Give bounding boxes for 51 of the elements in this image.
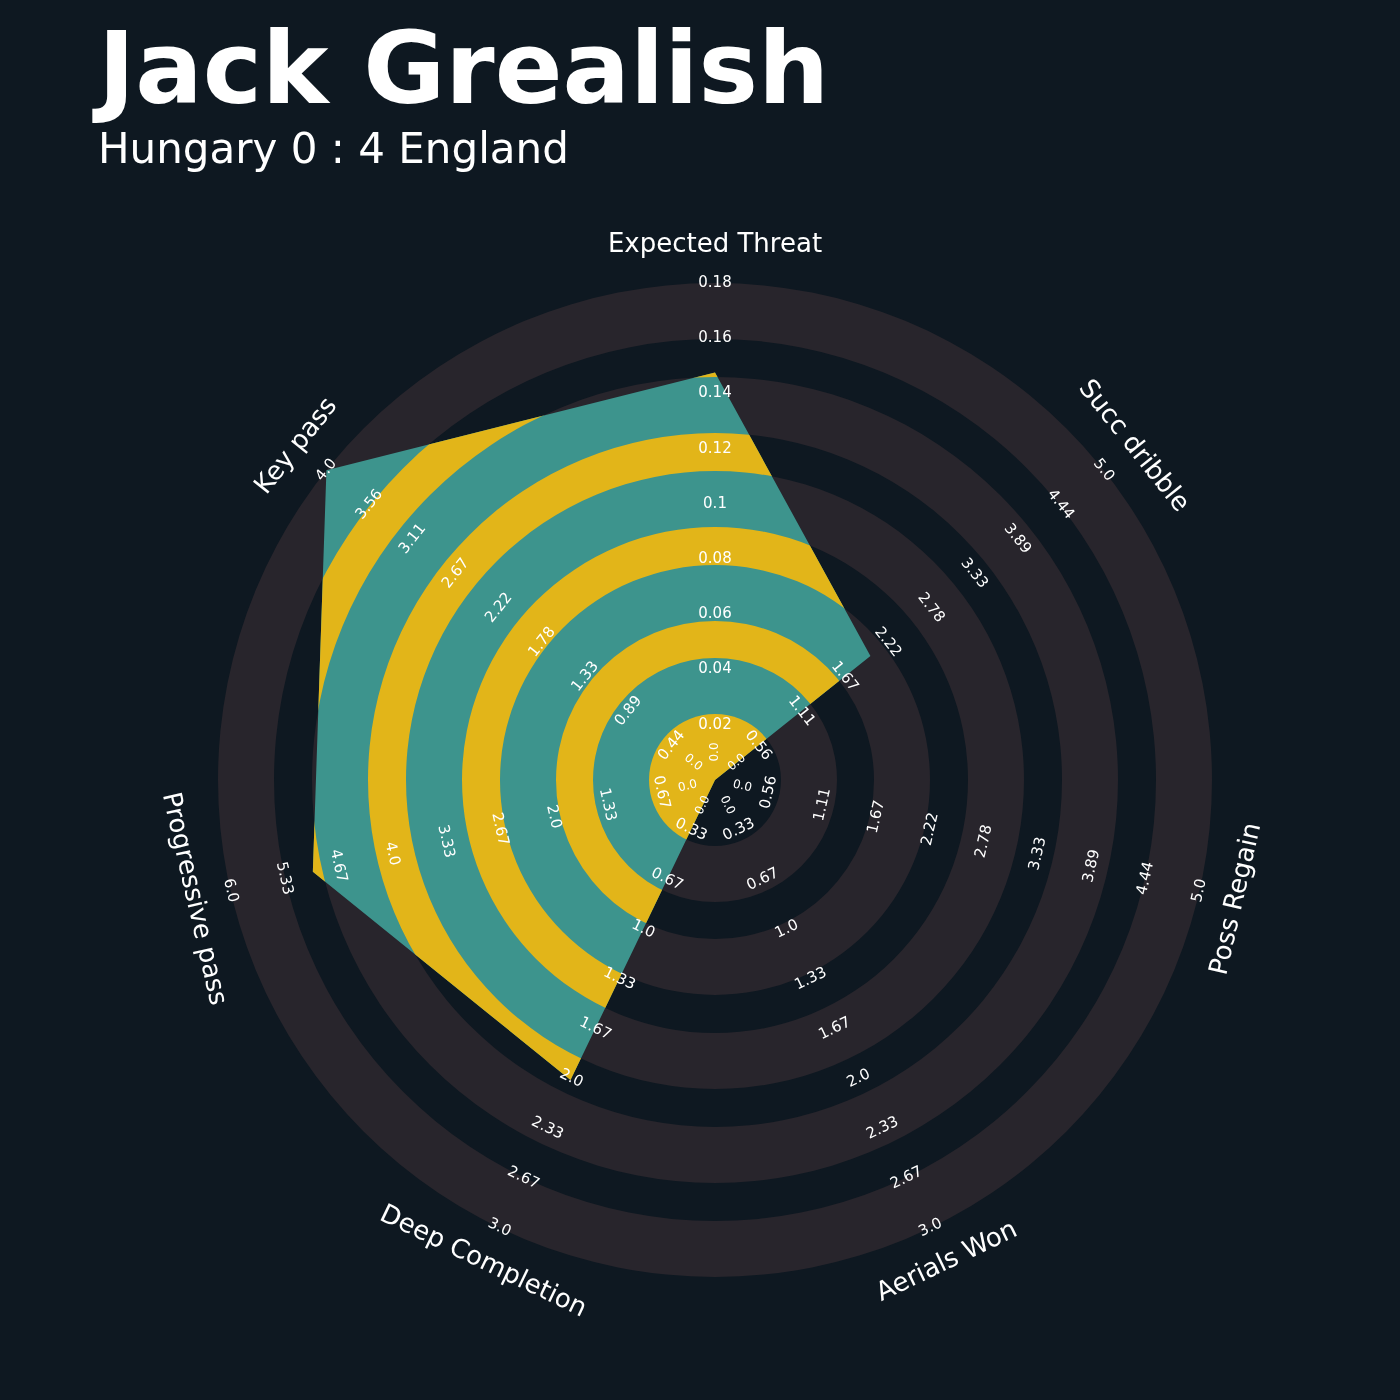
text: 1.67 <box>862 798 888 835</box>
text: 4.0 <box>311 454 341 485</box>
text: 0.08 <box>698 549 732 567</box>
text: 3.89 <box>1078 847 1104 885</box>
text: 2.67 <box>887 1161 926 1193</box>
text: 2.0 <box>543 802 566 831</box>
spoke-label: Expected Threat <box>607 227 823 258</box>
text: 3.0 <box>915 1213 945 1241</box>
text: 2.67 <box>488 810 514 848</box>
text: 0.1 <box>703 493 727 512</box>
text: 4.0 <box>381 839 405 868</box>
text: 0.04 <box>698 659 732 678</box>
chart-subtitle: Hungary 0 : 4 England <box>98 124 569 173</box>
text: 0.0 <box>731 776 754 795</box>
text: 3.33 <box>434 822 460 860</box>
text: 1.33 <box>791 962 830 994</box>
text: 1.67 <box>576 1012 615 1044</box>
text: 5.33 <box>272 859 298 897</box>
text: 2.33 <box>528 1111 567 1143</box>
text: 4.44 <box>1132 859 1158 897</box>
text: 2.0 <box>843 1064 873 1091</box>
text: 5.0 <box>1187 876 1210 904</box>
text: 0.56 <box>755 773 781 811</box>
text: 5.0 <box>1089 454 1119 485</box>
text: 1.0 <box>628 914 659 942</box>
text: 2.67 <box>504 1161 543 1193</box>
text: 0.0 <box>676 776 699 795</box>
text: 3.0 <box>485 1213 515 1241</box>
text: 1.11 <box>809 786 835 823</box>
text: 0.0 <box>724 750 749 774</box>
text: 0.67 <box>743 863 782 894</box>
text: 0.67 <box>649 773 675 811</box>
text: 1.0 <box>771 914 802 942</box>
text: 4.67 <box>326 847 352 885</box>
text: 2.22 <box>916 810 942 848</box>
text: 1.33 <box>595 786 621 823</box>
text: 0.67 <box>648 863 687 894</box>
text: 2.0 <box>557 1064 587 1091</box>
text: 0.06 <box>698 604 732 623</box>
text: 2.33 <box>863 1111 902 1143</box>
text: 3.33 <box>1024 835 1050 872</box>
text: 0.12 <box>698 438 732 457</box>
text: 1.33 <box>600 962 639 994</box>
text: 2.78 <box>970 822 996 860</box>
text: 6.0 <box>220 876 243 904</box>
text: 0.18 <box>698 272 732 291</box>
text: 0.16 <box>698 328 732 347</box>
text: 0.0 <box>681 750 706 774</box>
text: 0.02 <box>698 714 732 733</box>
text: 1.67 <box>815 1012 854 1044</box>
text: 0.0 <box>707 742 722 762</box>
